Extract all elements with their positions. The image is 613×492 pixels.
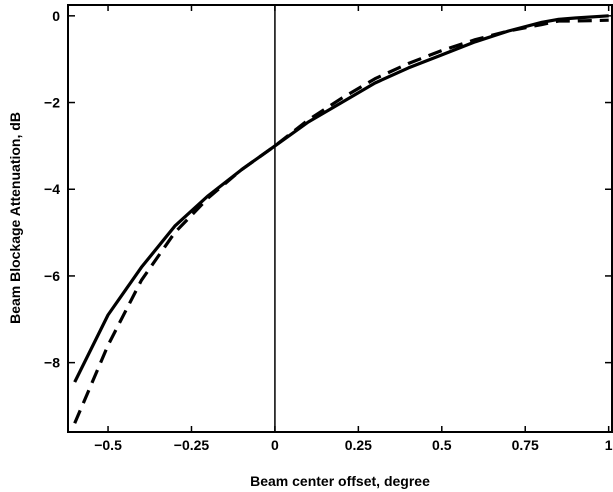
solid-series-line (73, 14, 609, 383)
x-tick-label: −0.5 (94, 437, 122, 453)
x-tick-label: 0.5 (432, 437, 452, 453)
dashed-series-line (73, 18, 609, 424)
y-axis-title: Beam Blockage Attenuation, dB (7, 112, 23, 324)
y-tick-label: −2 (44, 95, 60, 111)
y-tick-label: −4 (44, 181, 60, 197)
plot-area-frame (67, 4, 613, 433)
y-tick-label: 0 (52, 8, 60, 24)
x-axis-title: Beam center offset, degree (250, 473, 430, 489)
y-tick-label: −6 (44, 268, 60, 284)
x-tick-label: 0.75 (512, 437, 539, 453)
x-tick-label: −0.25 (174, 437, 210, 453)
y-tick-label: −8 (44, 355, 60, 371)
x-tick-label: 0.25 (345, 437, 372, 453)
x-tick-label: 0 (271, 437, 279, 453)
x-tick-label: 1 (605, 437, 613, 453)
